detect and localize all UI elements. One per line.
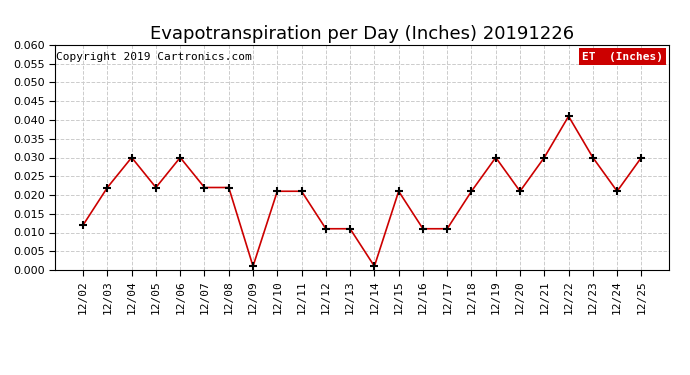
Title: Evapotranspiration per Day (Inches) 20191226: Evapotranspiration per Day (Inches) 2019… [150,26,574,44]
Text: Copyright 2019 Cartronics.com: Copyright 2019 Cartronics.com [56,52,252,62]
Text: ET  (Inches): ET (Inches) [582,52,663,62]
